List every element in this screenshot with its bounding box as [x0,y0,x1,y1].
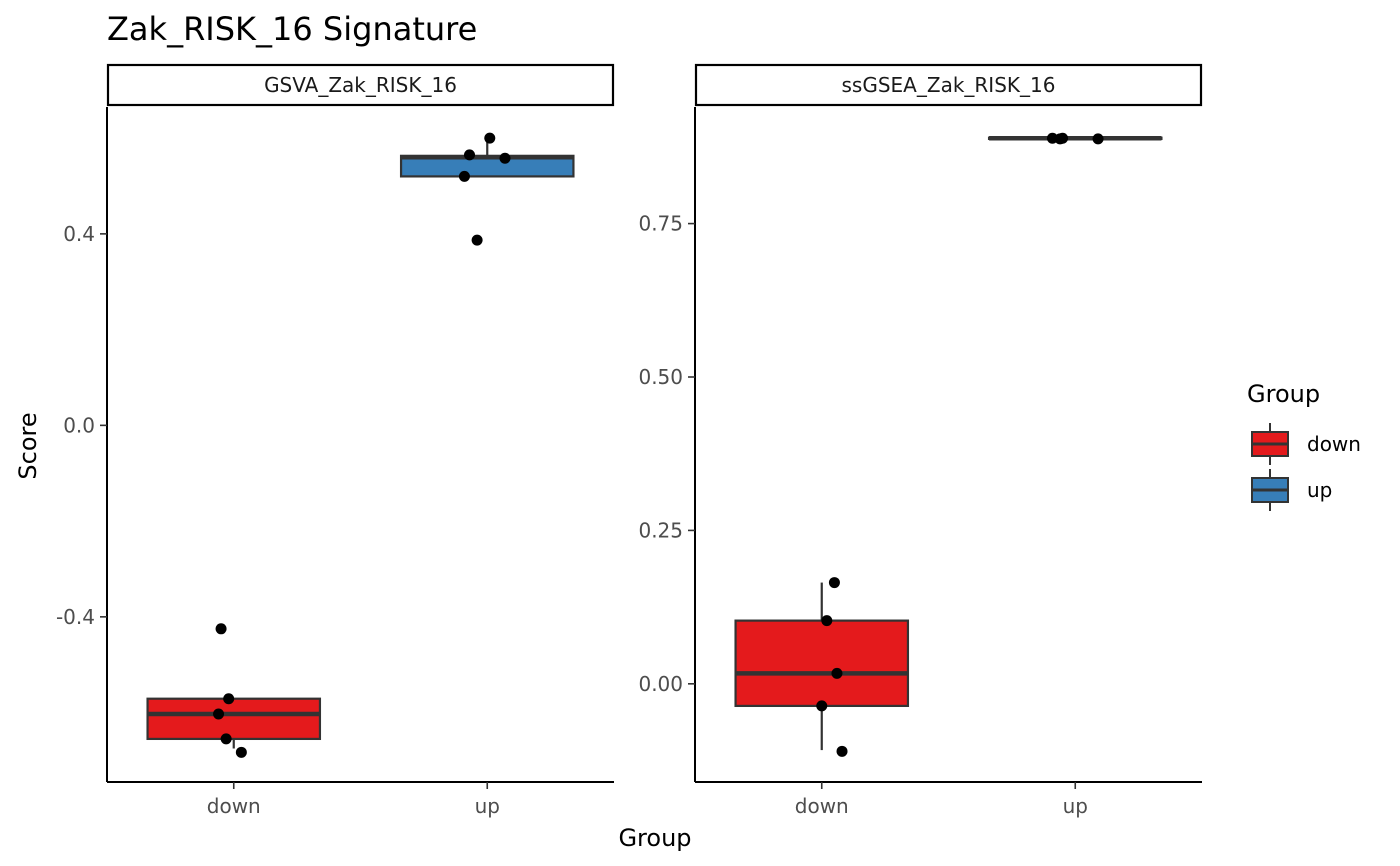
x-tick-label: down [207,794,261,818]
box-down [146,697,322,749]
data-point [499,152,511,164]
data-point [831,667,843,679]
data-point [213,708,225,720]
facet-panel-2: ssGSEA_Zak_RISK_16 0.00 0.25 0.50 0.75 down up [638,63,1203,818]
x-tick-label: up [1063,794,1088,818]
y-tick-label: 0.75 [638,212,683,236]
y-tick-label: 0.0 [63,413,95,437]
legend-items: down up [1251,423,1361,511]
chart-title: Zak_RISK_16 Signature [107,10,477,48]
data-point [821,615,833,627]
x-tick-label: down [795,794,849,818]
legend-item-label: up [1307,478,1332,502]
x-tick-label: up [475,794,500,818]
data-point [235,746,247,758]
legend: Group down up [1247,380,1361,511]
facet-strip-label: GSVA_Zak_RISK_16 [264,73,457,97]
facet-strip [694,63,1203,107]
data-point [464,149,476,161]
data-point [223,693,235,705]
y-tick-label: 0.50 [638,365,683,389]
box-down [734,582,910,751]
y-tick-label: 0.00 [638,672,683,696]
facet-strip [106,63,615,107]
y-tick-label: 0.4 [63,222,95,246]
facet-strip-label: ssGSEA_Zak_RISK_16 [842,73,1056,97]
box-up [987,136,1163,141]
data-point [484,132,496,144]
y-tick-label: 0.25 [638,518,683,542]
data-point [220,733,232,745]
data-point [458,170,470,182]
data-point [816,700,828,712]
data-point [1092,133,1104,145]
facet-panel-1: GSVA_Zak_RISK_16 -0.4 0.0 0.4 down up [56,63,615,818]
data-point [828,577,840,589]
legend-title: Group [1247,380,1320,408]
box-iqr [734,619,910,708]
legend-item-label: down [1307,432,1361,456]
data-point [1057,132,1069,144]
x-axis-title: Group [618,824,691,852]
data-point [836,745,848,757]
y-axis-title: Score [14,412,42,479]
data-point [215,623,227,635]
y-tick-label: -0.4 [56,605,95,629]
box-iqr [146,697,322,741]
legend-item-down: down [1251,423,1361,465]
legend-item-up: up [1251,469,1332,511]
box-up [399,138,575,178]
data-point [471,234,483,246]
